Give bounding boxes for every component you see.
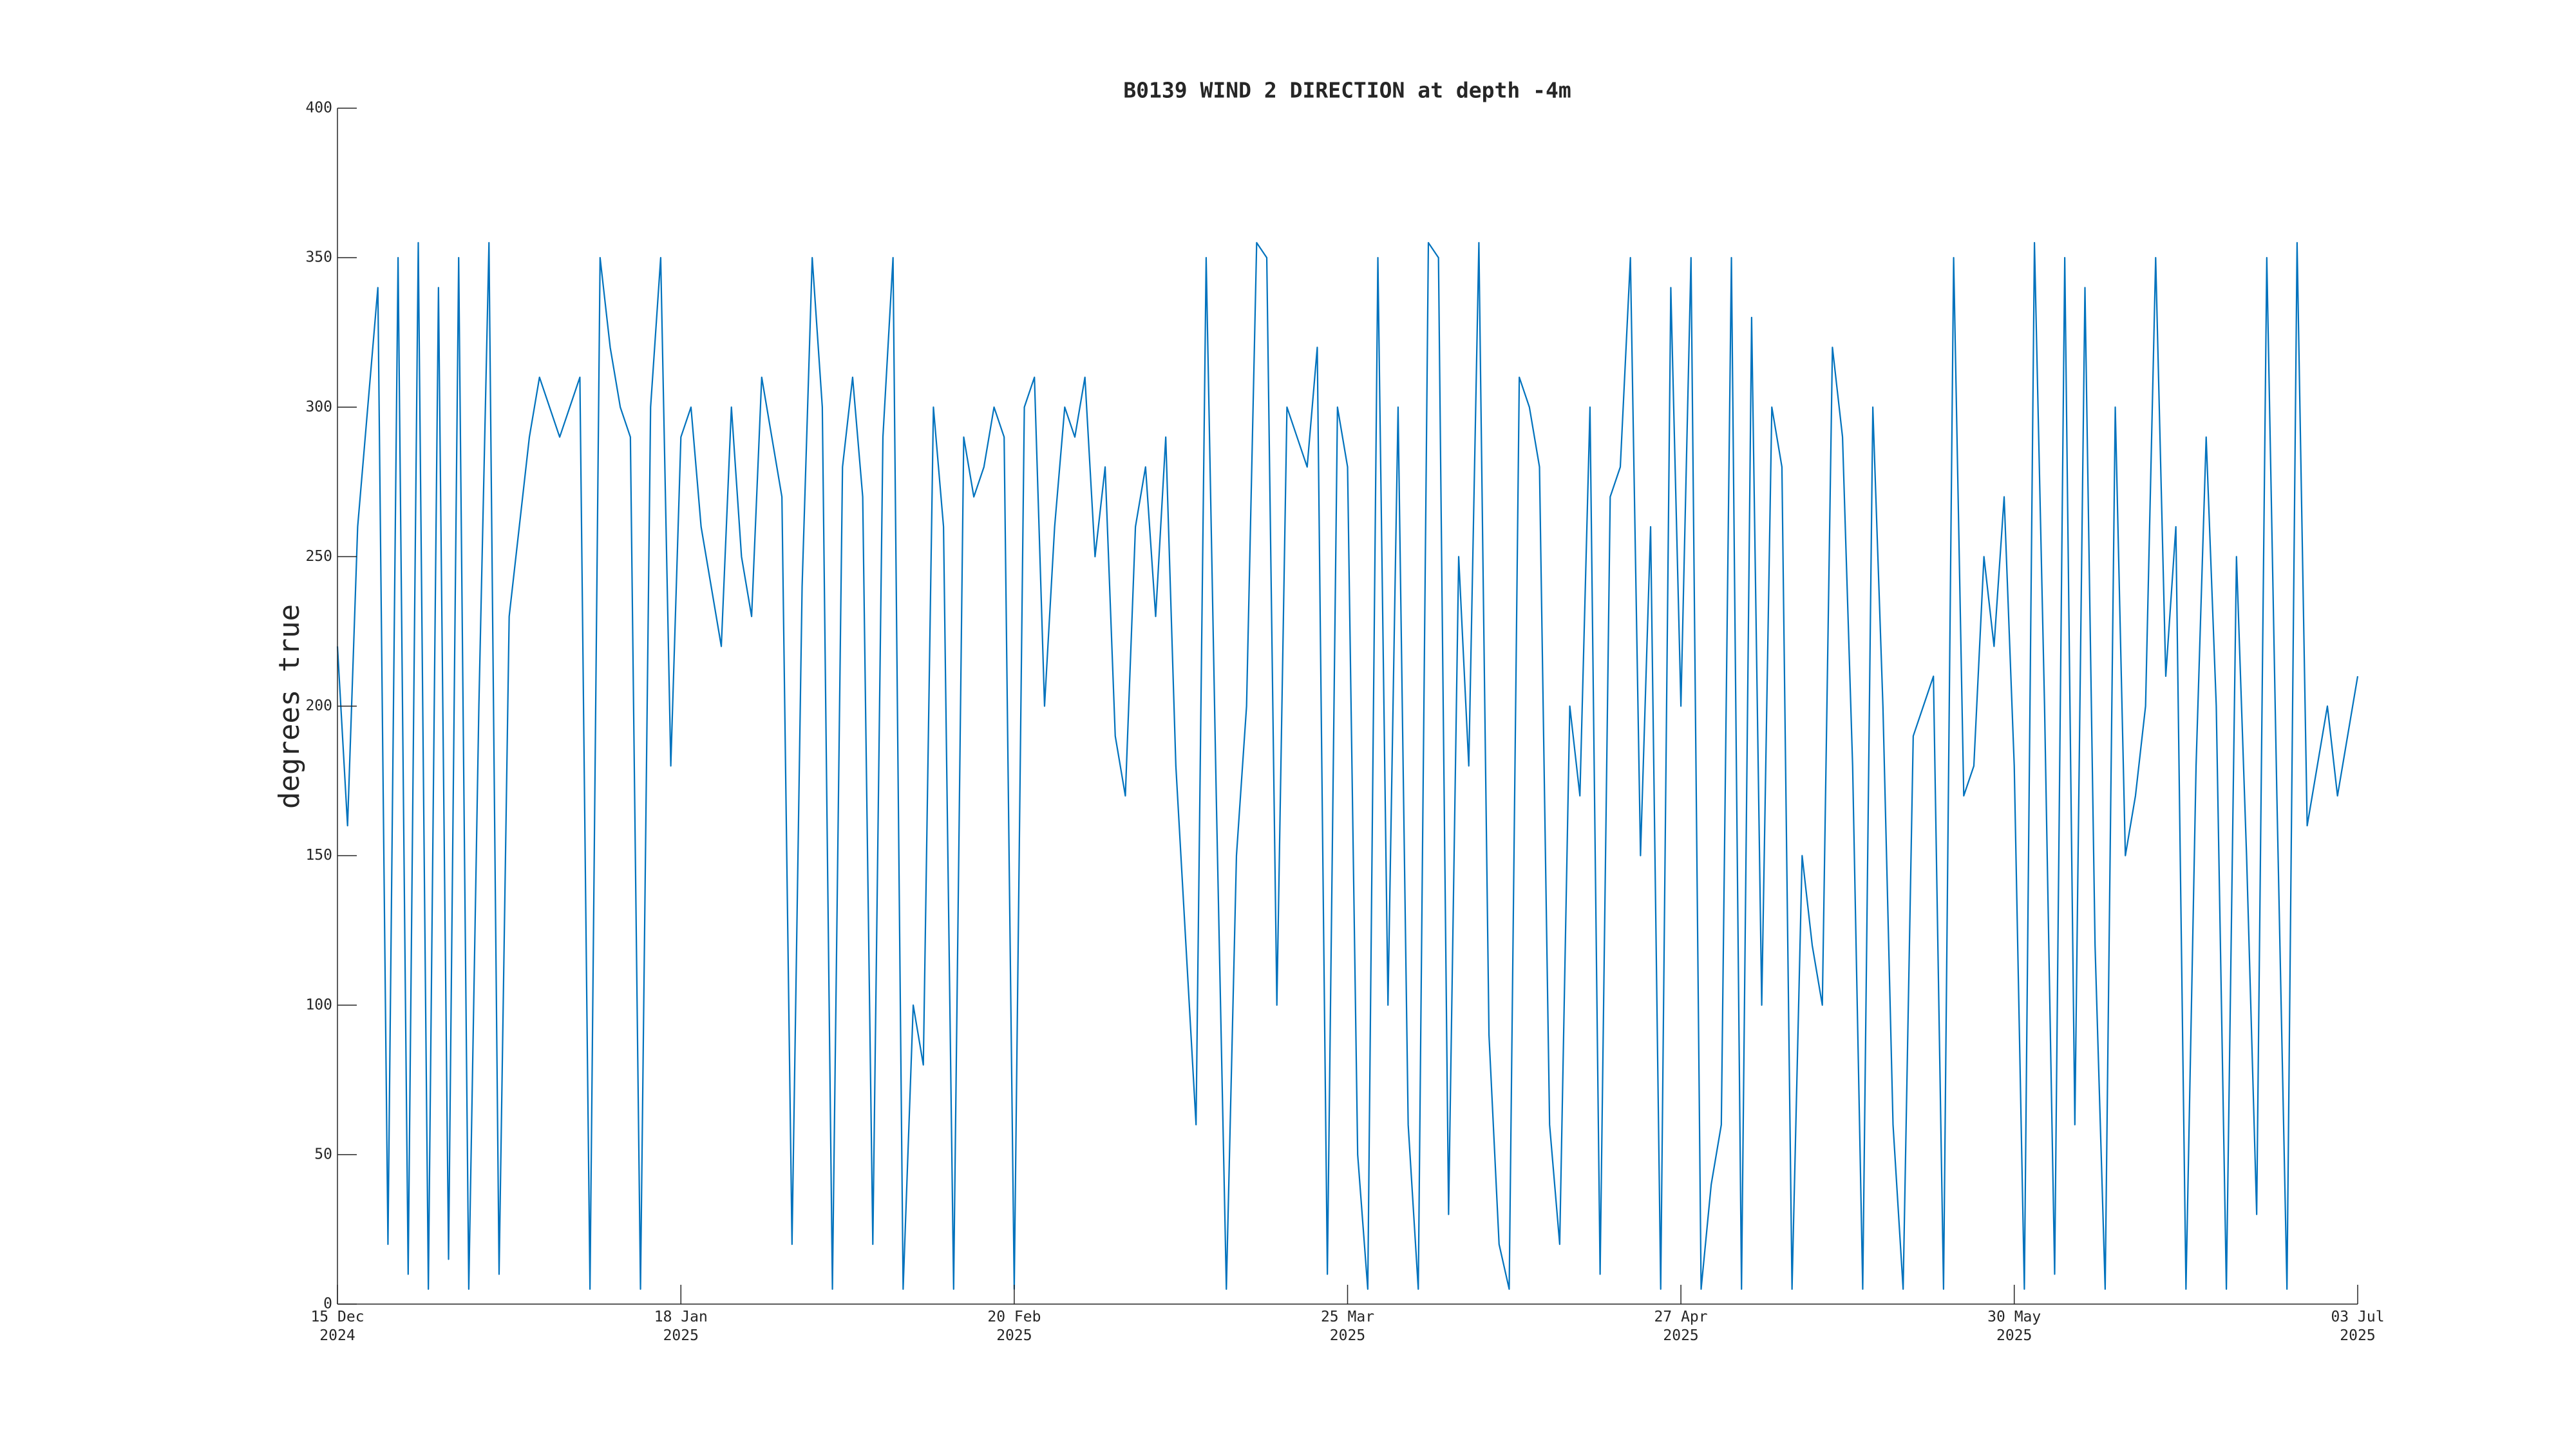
y-tick-label: 150	[305, 847, 332, 864]
y-tick-label: 0	[323, 1296, 332, 1312]
y-tick-label: 50	[314, 1146, 332, 1162]
chart-title: B0139 WIND 2 DIRECTION at depth -4m	[1123, 78, 1571, 103]
y-axis-label: degrees true	[273, 604, 306, 809]
y-tick-label: 300	[305, 399, 332, 415]
y-tick-label: 200	[305, 697, 332, 714]
x-tick-label: 03 Jul 2025	[2331, 1309, 2385, 1344]
y-tick-label: 250	[305, 548, 332, 565]
x-tick-label: 25 Mar 2025	[1320, 1309, 1375, 1344]
x-tick-label: 30 May 2025	[1987, 1309, 2041, 1344]
x-tick-label: 27 Apr 2025	[1654, 1309, 1708, 1344]
x-tick-label: 18 Jan 2025	[654, 1309, 708, 1344]
y-tick-label: 400	[305, 100, 332, 117]
x-tick-label: 20 Feb 2025	[987, 1309, 1041, 1344]
data-line	[336, 242, 2359, 1290]
y-tick-label: 100	[305, 996, 332, 1013]
x-tick-label: 15 Dec 2024	[310, 1309, 365, 1344]
y-tick-label: 350	[305, 249, 332, 266]
